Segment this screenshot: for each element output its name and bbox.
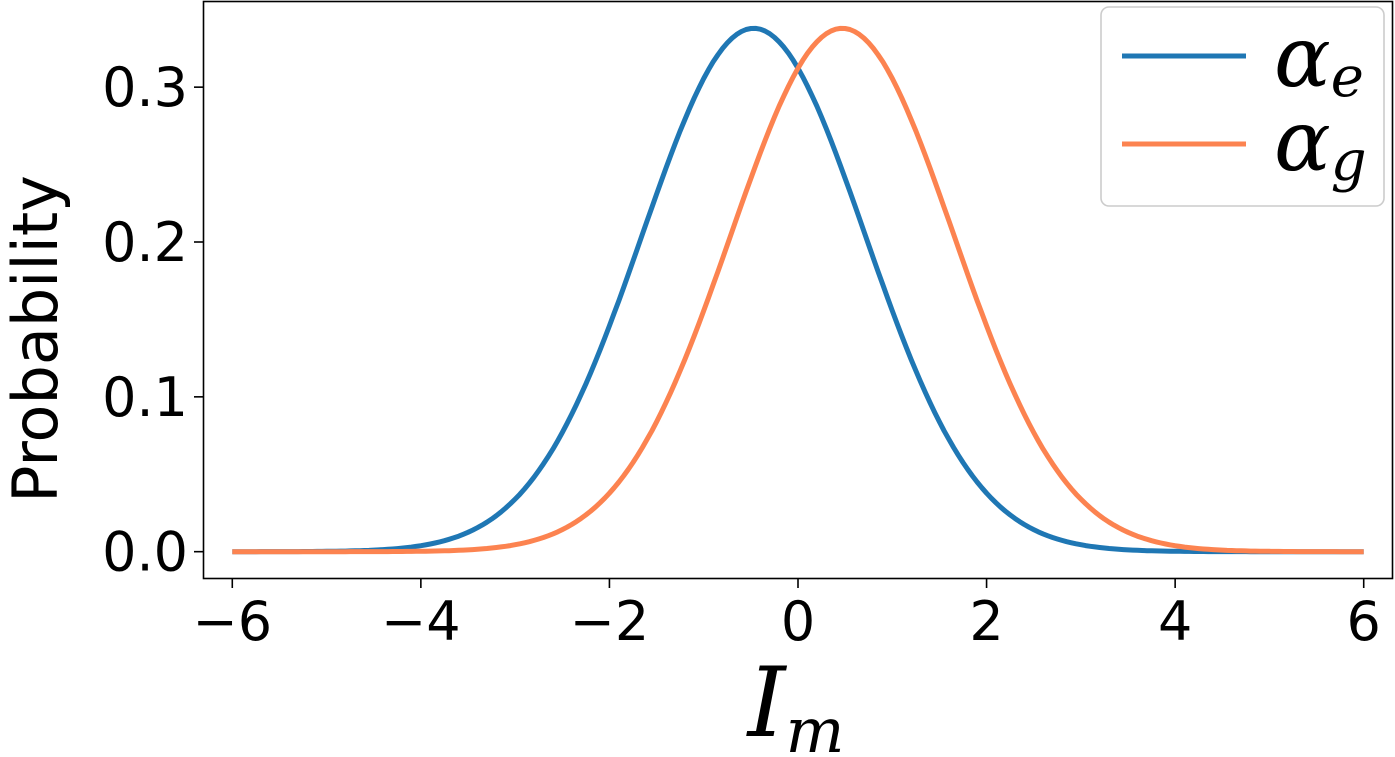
x-tick-label: 2 xyxy=(969,590,1003,653)
series-lines xyxy=(232,25,1364,555)
x-axis-label: Im xyxy=(746,647,845,757)
legend-label-alpha-g: αg xyxy=(1274,92,1367,194)
legend-label-alpha-g-main: α xyxy=(1274,92,1331,190)
y-tick-label: 0.3 xyxy=(102,56,188,119)
axis-ticks: −6 −4 −2 0 2 4 6 0.0 0.1 0.2 0.3 xyxy=(102,56,1381,653)
y-tick-label: 0.2 xyxy=(102,211,188,274)
legend-label-alpha-e: αe xyxy=(1274,8,1364,110)
legend-label-alpha-e-sub: e xyxy=(1331,45,1364,110)
x-axis-label-main: I xyxy=(746,647,788,757)
x-axis-label-sub: m xyxy=(786,694,845,757)
y-axis-label: Probability xyxy=(0,175,72,503)
x-tick-label: 4 xyxy=(1158,590,1192,653)
y-tick-label: 0.0 xyxy=(102,521,188,584)
x-tick-label: −4 xyxy=(381,590,461,653)
series-line-alpha-g xyxy=(232,25,1364,555)
x-tick-label: −2 xyxy=(570,590,650,653)
x-tick-label: −6 xyxy=(192,590,272,653)
y-tick-label: 0.1 xyxy=(102,366,188,429)
legend-label-alpha-e-main: α xyxy=(1274,8,1331,106)
legend: αe αg xyxy=(1100,6,1385,207)
legend-label-alpha-g-sub: g xyxy=(1331,129,1367,194)
x-tick-label: 6 xyxy=(1347,590,1381,653)
x-tick-label: 0 xyxy=(781,590,815,653)
